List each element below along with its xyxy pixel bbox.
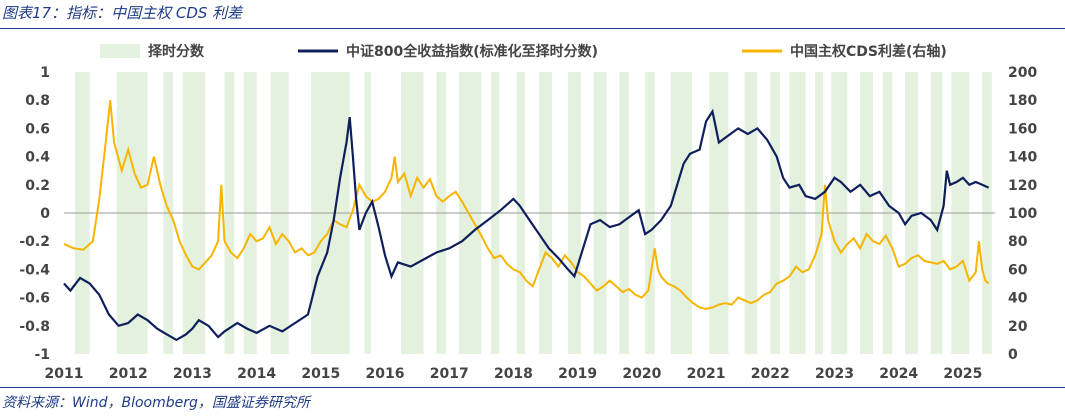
y-right-tick-label: 200 bbox=[1008, 65, 1037, 81]
y-right-tick-label: 120 bbox=[1008, 178, 1037, 194]
x-tick-label: 2018 bbox=[494, 366, 533, 382]
y-right-tick-label: 140 bbox=[1008, 150, 1037, 166]
y-left-tick-label: 0.6 bbox=[25, 121, 50, 137]
y-left-tick-label: 1 bbox=[40, 65, 50, 81]
x-tick-label: 2014 bbox=[237, 366, 276, 382]
source-rule bbox=[0, 387, 1065, 388]
y-left-tick-label: 0 bbox=[40, 206, 50, 222]
x-tick-label: 2020 bbox=[622, 366, 661, 382]
x-tick-label: 2011 bbox=[45, 366, 84, 382]
x-tick-label: 2016 bbox=[366, 366, 405, 382]
y-right-tick-label: 20 bbox=[1008, 319, 1028, 335]
x-tick-label: 2022 bbox=[751, 366, 790, 382]
y-left-tick-label: -0.6 bbox=[19, 291, 50, 307]
y-right-tick-label: 160 bbox=[1008, 121, 1037, 137]
y-right-tick-label: 80 bbox=[1008, 234, 1028, 250]
y-left-tick-label: -0.2 bbox=[19, 234, 50, 250]
cds-spread-chart: 10.80.60.40.20-0.2-0.4-0.6-0.8-1 2001801… bbox=[19, 43, 1037, 382]
y-right-tick-label: 40 bbox=[1008, 291, 1028, 307]
x-tick-label: 2012 bbox=[109, 366, 148, 382]
legend-label: 择时分数 bbox=[148, 43, 205, 60]
x-tick-label: 2017 bbox=[430, 366, 469, 382]
y-left-tick-label: 0.4 bbox=[25, 150, 50, 166]
x-tick-label: 2015 bbox=[301, 366, 340, 382]
x-tick-label: 2021 bbox=[687, 366, 726, 382]
x-tick-label: 2024 bbox=[879, 366, 918, 382]
legend-swatch-score bbox=[100, 44, 140, 58]
y-left-tick-label: 0.2 bbox=[25, 178, 50, 194]
legend-label: 中国主权CDS利差(右轴) bbox=[790, 43, 947, 60]
y-left-tick-labels: 1 0.8 0.6 0.4 0.2 0 -0.2 -0.4 -0.6 -0.8 -1 bbox=[19, 65, 50, 363]
x-tick-label: 2023 bbox=[815, 366, 854, 382]
x-tick-label: 2013 bbox=[173, 366, 212, 382]
y-right-tick-label: 60 bbox=[1008, 262, 1028, 278]
y-left-tick-label: -0.8 bbox=[19, 319, 50, 335]
figure-title: 图表17：指标：中国主权 CDS 利差 bbox=[2, 4, 243, 22]
legend-label: 中证800全收益指数(标准化至择时分数) bbox=[346, 43, 598, 60]
y-right-tick-label: 100 bbox=[1008, 206, 1037, 222]
y-left-tick-label: 0.8 bbox=[25, 93, 50, 109]
legend: 择时分数 中证800全收益指数(标准化至择时分数) 中国主权CDS利差(右轴) bbox=[100, 43, 947, 60]
y-right-tick-label: 180 bbox=[1008, 93, 1037, 109]
y-left-tick-label: -0.4 bbox=[19, 262, 50, 278]
x-tick-label: 2019 bbox=[558, 366, 597, 382]
x-tick-labels: 2011 2012 2013 2014 2015 2016 2017 2018 2019 2020… bbox=[45, 366, 983, 382]
source-note: 资料来源：Wind，Bloomberg，国盛证券研究所 bbox=[2, 395, 310, 411]
x-tick-label: 2025 bbox=[943, 366, 982, 382]
series-line-index bbox=[63, 108, 990, 342]
y-right-tick-label: 0 bbox=[1008, 347, 1018, 363]
series-line-cds bbox=[63, 100, 990, 310]
y-left-tick-label: -1 bbox=[34, 347, 50, 363]
title-rule bbox=[0, 28, 1065, 29]
